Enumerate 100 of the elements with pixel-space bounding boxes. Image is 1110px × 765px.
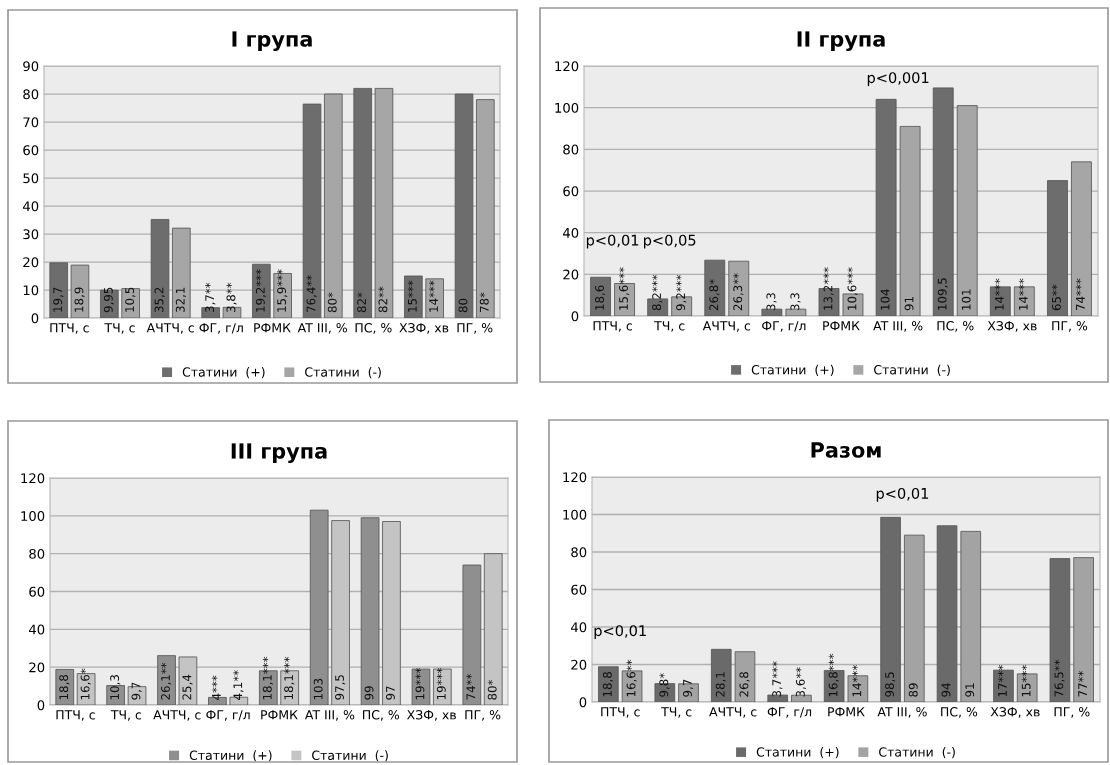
x-tick-label: АЧТЧ, с [702,321,751,332]
y-tick-label: 80 [571,547,587,558]
y-tick-label: 60 [571,584,587,595]
data-label: 9,7 [683,679,694,697]
data-label: 15,6*** [619,267,630,310]
x-tick-label: ТЧ, с [654,321,685,332]
data-label: 91 [904,297,914,311]
annotation: p<0,01 [594,625,646,639]
y-tick-label: 60 [29,586,45,597]
x-tick-label: AT III, % [304,710,355,721]
chart-title: II група [797,31,885,52]
data-label: 14*** [852,665,862,697]
bar [761,308,783,316]
y-tick-label: 40 [570,622,587,633]
data-label: 16,8*** [828,653,839,697]
data-label: 32,1 [175,287,186,313]
y-tick-label: 100 [21,511,45,522]
x-tick-label: ФГ, г/л [762,321,806,332]
x-tick-label: РФМК [828,707,865,717]
x-tick-label: ПГ, % [1054,707,1090,718]
data-label: 16,6** [626,659,637,697]
data-label: 109,5 [937,278,948,310]
y-tick-label: 40 [22,201,39,212]
x-tick-label: AT III, % [297,323,348,334]
bar [932,87,954,316]
data-label: 9,2*** [676,274,687,311]
data-label: 14*** [429,280,438,312]
x-tick-label: AT III, % [873,321,923,332]
data-label: 8,2*** [652,274,663,311]
bar [710,648,732,702]
data-label: 3,3 [790,293,801,311]
bar [785,308,807,316]
bar [483,553,503,705]
data-label: 99 [364,686,374,700]
y-tick-label: 40 [562,227,579,238]
data-label: 78* [479,292,489,312]
data-label: 82* [357,292,367,313]
y-tick-label: 0 [571,311,579,322]
data-label: 10,6*** [847,267,858,310]
y-tick-label: 20 [563,269,579,280]
data-label: 10,3 [110,675,121,700]
annotation: p<0,01 [586,234,639,249]
chart-title: Разом [811,442,881,458]
y-tick-label: 50 [23,173,39,184]
x-tick-label: ФГ, г/л [199,323,243,334]
data-label: 3,8** [226,282,237,313]
bar [433,668,452,705]
x-tick-label: ПС, % [355,323,392,334]
data-label: 18,6 [595,285,606,310]
x-tick-label: РФМК [261,710,298,720]
bar [178,656,198,705]
x-tick-label: ФГ, г/л [206,710,250,721]
x-tick-label: ПТЧ, с [601,707,640,718]
x-tick-label: ФГ, г/л [767,707,812,718]
x-tick-label: РФМК [823,321,860,331]
data-label: 10,5 [125,287,136,312]
y-tick-label: 70 [23,117,39,128]
bar [353,87,372,318]
legend-label: Статини (-) [874,364,950,376]
data-label: 26,1** [161,662,172,700]
y-tick-label: 100 [555,102,579,113]
data-label: 19*** [415,668,425,700]
data-label: 3,6** [795,667,807,697]
bar [590,276,611,316]
bar [331,520,350,705]
x-tick-label: АЧТЧ, с [153,710,201,721]
data-label: 103 [313,678,323,700]
y-tick-label: 20 [571,659,587,670]
bar [360,517,380,705]
x-tick-label: ХЗФ, хв [987,321,1037,332]
data-label: 104 [880,289,890,310]
data-label: 91 [965,683,975,697]
data-label: 13,2*** [823,267,834,310]
bar [55,669,75,705]
data-label: 18,9 [74,287,85,312]
y-tick-label: 100 [563,509,587,520]
bar [404,275,423,318]
y-tick-label: 0 [579,697,587,708]
data-label: 4,1** [233,670,244,700]
y-tick-label: 80 [23,89,39,100]
legend-label: Статини (+) [189,750,272,762]
bar [100,289,119,318]
data-label: 25,4 [182,674,193,700]
annotation: p<0,01 [876,487,929,502]
bar [1047,180,1068,316]
data-label: 19*** [436,668,446,700]
data-label: 9,95 [103,287,114,313]
bar [49,262,68,318]
x-tick-label: ПГ, % [465,710,501,721]
y-tick-label: 60 [563,186,579,197]
annotation: p<0,001 [867,72,929,86]
legend-label: Статини (+) [182,367,265,379]
y-tick-label: 80 [563,144,579,155]
data-label: 80* [327,292,337,313]
legend-label: Статини (-) [305,367,381,379]
data-label: 80* [487,679,497,700]
y-tick-label: 40 [28,624,45,635]
data-label: 3,3 [766,293,777,311]
data-label: 35,2 [154,287,165,313]
y-tick-label: 120 [555,61,579,72]
